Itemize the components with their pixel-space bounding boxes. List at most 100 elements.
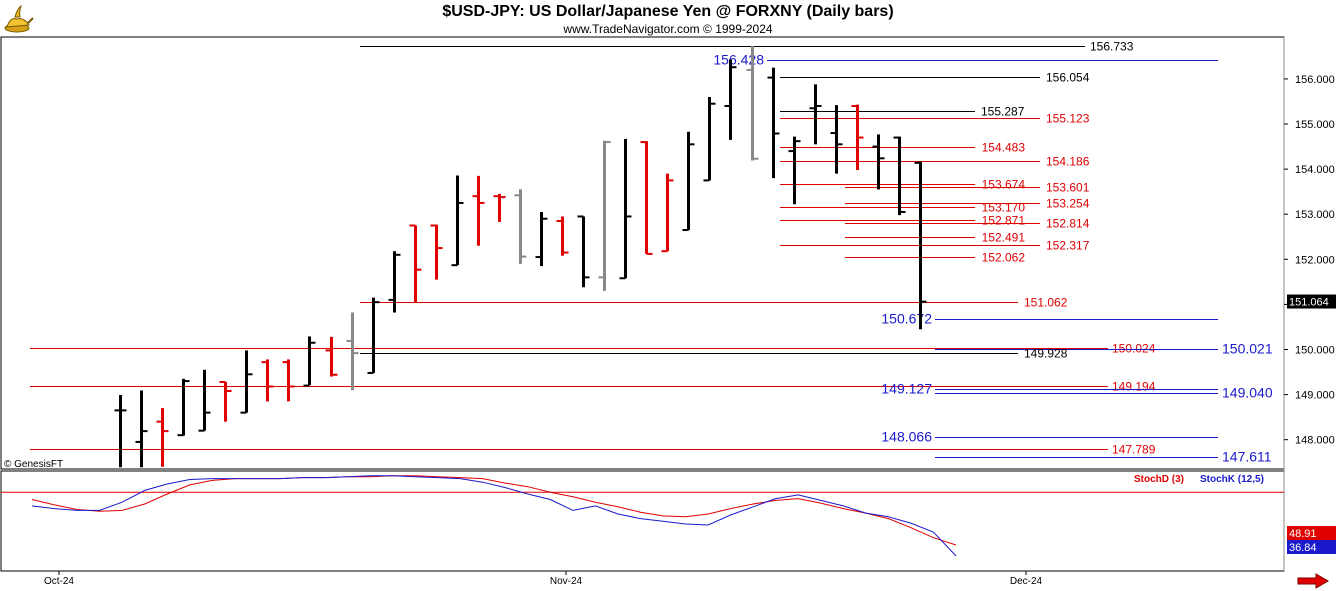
ohlc-bar	[619, 138, 632, 280]
ohlc-bar	[240, 350, 253, 414]
y-tick-label: 155.000	[1295, 119, 1335, 131]
ohlc-bar	[409, 224, 422, 303]
ohlc-bar	[746, 46, 759, 161]
level-label: 152.491	[982, 231, 1026, 245]
price-panel	[0, 36, 1285, 470]
level-label: 149.194	[1112, 380, 1156, 394]
ohlc-bar	[640, 141, 653, 255]
ohlc-bar	[661, 173, 674, 253]
ohlc-bar	[851, 104, 864, 171]
y-tick-label: 152.000	[1295, 254, 1335, 266]
stoch-last-box	[1287, 526, 1336, 540]
level-label: 149.928	[1024, 347, 1068, 361]
ohlc-bar	[177, 378, 190, 437]
stoch-line-k	[31, 475, 957, 557]
y-tick-label: 148.000	[1295, 435, 1335, 447]
ohlc-bar	[893, 136, 906, 216]
ohlc-bar	[282, 359, 295, 402]
ohlc-bar	[388, 251, 401, 313]
ohlc-bar	[788, 136, 801, 205]
ohlc-bar	[809, 84, 822, 145]
ohlc-bar	[156, 408, 169, 467]
stoch-line-d	[31, 475, 957, 546]
level-label: 156.054	[1046, 71, 1090, 85]
ohlc-bar	[135, 390, 148, 468]
watermark: © GenesisFT	[4, 459, 63, 470]
ohlc-bar	[346, 312, 359, 391]
ohlc-bar	[198, 369, 211, 432]
level-label: 149.040	[1222, 385, 1273, 401]
ohlc-bar	[325, 336, 338, 377]
ohlc-bar	[703, 96, 716, 182]
chart-frame	[0, 36, 1285, 572]
genie-lamp-icon	[4, 4, 34, 33]
y-tick-label: 149.000	[1295, 390, 1335, 402]
ohlc-bar	[430, 224, 443, 280]
stoch-legend-k: StochK (12,5)	[1200, 474, 1264, 485]
level-label: 154.483	[982, 141, 1026, 155]
level-label: 148.066	[881, 429, 932, 445]
level-label: 150.021	[1222, 341, 1273, 357]
price-axis: 148.000149.000150.000151.000152.000153.0…	[1284, 74, 1336, 447]
y-tick-label: 153.000	[1295, 209, 1335, 221]
y-tick-label: 154.000	[1295, 164, 1335, 176]
stochastic-panel: StochD (3) 48.91 StochK (12,5) 36.84	[1, 474, 1336, 557]
date-axis: Oct-24 Nov-24 Dec-24	[44, 571, 1043, 587]
level-label: 153.254	[1046, 197, 1090, 211]
ohlc-bar	[219, 380, 232, 422]
chart-title: $USD-JPY: US Dollar/Japanese Yen @ FORXN…	[442, 3, 894, 20]
level-label: 153.170	[982, 201, 1026, 215]
ohlc-bar	[535, 211, 548, 267]
stoch-last-label: 48.91	[1289, 528, 1317, 540]
ohlc-bar	[914, 161, 927, 330]
level-lines: 156.733 156.428 156.054 155.287 155.123 154.4…	[30, 40, 1273, 465]
ohlc-bar	[830, 105, 843, 174]
level-label: 150.672	[881, 311, 932, 327]
level-label: 156.733	[1090, 40, 1134, 54]
last-price-box	[1287, 294, 1336, 309]
level-label: 147.611	[1222, 449, 1272, 465]
x-tick-label: Dec-24	[1010, 576, 1043, 587]
level-label: 152.317	[1046, 239, 1090, 253]
ohlc-bar	[261, 359, 274, 402]
ohlc-bar	[367, 297, 380, 374]
ohlc-bar	[114, 395, 127, 468]
chart-subtitle: www.TradeNavigator.com © 1999-2024	[563, 22, 773, 36]
ohlc-bar	[303, 336, 316, 387]
level-label: 153.674	[982, 178, 1026, 192]
level-label: 153.601	[1046, 181, 1090, 195]
level-label: 154.186	[1046, 155, 1090, 169]
level-label: 152.871	[982, 214, 1026, 228]
level-label: 152.062	[982, 251, 1026, 265]
level-label: 155.123	[1046, 112, 1090, 126]
stoch-last-label: 36.84	[1289, 542, 1317, 554]
level-label: 152.814	[1046, 217, 1090, 231]
ohlc-bar	[872, 134, 885, 190]
ohlc-bar	[682, 131, 695, 232]
last-price-label: 151.064	[1289, 297, 1329, 309]
stoch-last-box	[1287, 540, 1336, 554]
level-label: 147.789	[1112, 443, 1156, 457]
level-label: 156.428	[713, 52, 764, 68]
ohlc-bar	[767, 67, 780, 179]
y-tick-label: 156.000	[1295, 74, 1335, 86]
x-tick-label: Oct-24	[44, 576, 74, 587]
level-label: 155.287	[981, 105, 1025, 119]
ohlc-bar	[598, 140, 611, 291]
ohlc-bar	[514, 189, 527, 264]
x-tick-label: Nov-24	[550, 576, 583, 587]
right-arrow-icon[interactable]	[1297, 573, 1329, 589]
ohlc-bar	[724, 59, 737, 140]
ohlc-bar	[472, 175, 485, 246]
level-label: 149.127	[881, 381, 932, 397]
ohlc-bar	[451, 175, 464, 267]
y-tick-label: 150.000	[1295, 345, 1335, 357]
ohlc-bar	[493, 193, 506, 222]
stoch-legend-d: StochD (3)	[1134, 474, 1184, 485]
ohlc-bars	[114, 46, 927, 468]
level-label: 150.024	[1112, 342, 1156, 356]
level-label: 151.062	[1024, 296, 1068, 310]
ohlc-bar	[577, 215, 590, 288]
ohlc-bar	[556, 216, 569, 256]
